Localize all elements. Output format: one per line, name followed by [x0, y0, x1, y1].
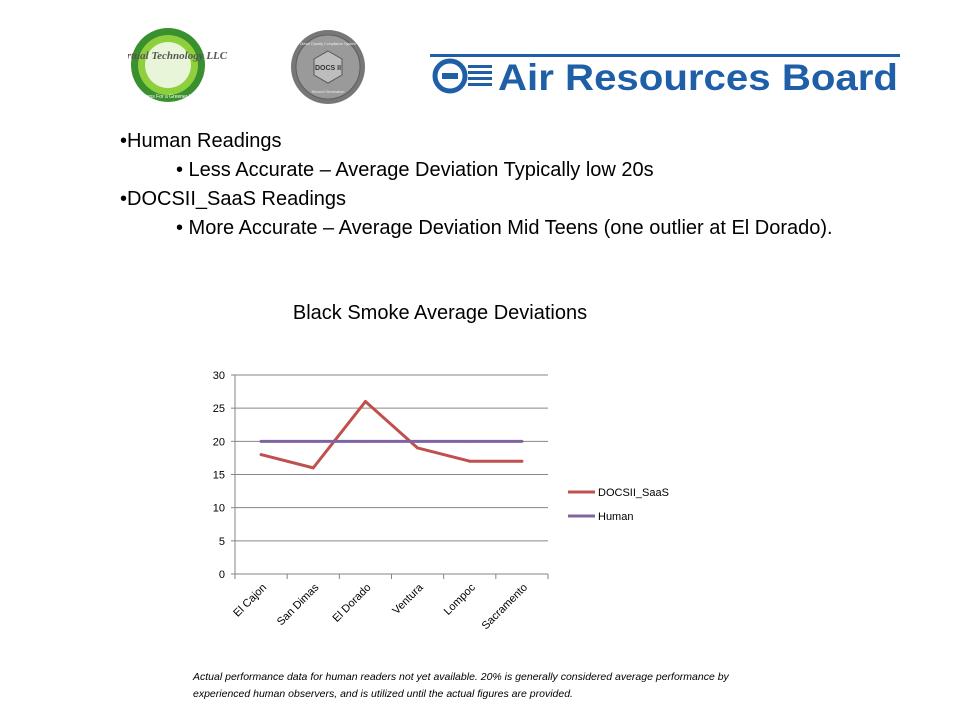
series-line-docsii_saas [260, 400, 522, 470]
data-point [311, 439, 315, 443]
x-tick-label: San Dimas [275, 581, 322, 628]
x-tick-label: Lompoc [442, 581, 479, 618]
vt-logo-center [145, 42, 191, 88]
data-point [311, 466, 315, 470]
arb-stripe-2 [468, 71, 492, 74]
chart-title: Black Smoke Average Deviations [292, 302, 588, 324]
data-point [259, 439, 263, 443]
bullet-docsii-readings: •DOCSII_SaaS Readings [120, 188, 347, 210]
vt-logo-tagline: Solutions For a Greener World [134, 94, 202, 100]
y-tick-label: 10 [213, 503, 225, 515]
bullet-list: •Human Readings • Less Accurate – Averag… [120, 127, 920, 243]
footnote: Actual performance data for human reader… [193, 671, 729, 700]
sub-bullet-human: • Less Accurate – Average Deviation Typi… [176, 159, 654, 181]
docs-logo-bottom: Second Generation [312, 90, 345, 94]
arb-logo-text: Air Resources Board [498, 57, 898, 96]
x-tick-label: El Cajon [231, 582, 269, 620]
x-tick-label: El Dorado [330, 582, 373, 625]
bullet-human-readings: •Human Readings [120, 130, 282, 152]
sub-bullet-docsii: • More Accurate – Average Deviation Mid … [176, 217, 833, 239]
y-tick-label: 20 [213, 436, 225, 448]
y-tick-label: 5 [219, 536, 225, 548]
air-resources-board-logo: Air Resources Board [430, 54, 900, 96]
vt-logo-text: Virtual Technology LLC [128, 50, 228, 62]
data-point [416, 439, 420, 443]
y-axis-ticks: 0 5 10 15 20 25 30 [213, 370, 235, 581]
arb-stripe-1 [468, 65, 492, 68]
arb-emblem-ring [432, 58, 468, 94]
data-point [468, 439, 472, 443]
data-point [363, 439, 367, 443]
virtual-technology-logo: Virtual Technology LLC Solutions For a G… [128, 28, 228, 102]
data-point [520, 459, 524, 463]
docs-logo-hex [313, 50, 343, 84]
legend-label: Human [598, 511, 633, 523]
arb-top-rule [430, 54, 900, 57]
x-tick-label: Sacramento [480, 582, 530, 632]
y-tick-label: 25 [213, 403, 225, 415]
arb-stripe-4 [468, 83, 492, 86]
arb-stripe-3 [468, 77, 492, 80]
legend-label: DOCSII_SaaS [598, 487, 669, 499]
data-point [416, 446, 420, 450]
docs-logo-top: Diesel Opacity Compliance System [300, 42, 356, 46]
x-axis-ticks: El Cajon San Dimas El Dorado Ventura Lompoc S… [231, 574, 549, 632]
chart-legend: DOCSII_SaaS Human [568, 487, 669, 523]
data-point [520, 439, 524, 443]
arb-emblem-bar [442, 73, 458, 79]
line-chart: 0 5 10 15 20 25 30 El Cajon San Dimas El Dorado V… [213, 370, 669, 632]
y-tick-label: 30 [213, 370, 225, 382]
data-point [363, 400, 367, 404]
y-tick-label: 15 [213, 470, 225, 482]
x-tick-label: Ventura [390, 581, 426, 617]
data-point [259, 453, 263, 457]
docs-logo-text: DOCS II [315, 65, 341, 72]
docs-ii-logo: DOCS II Diesel Opacity Compliance System… [291, 30, 365, 104]
chart-series [259, 400, 524, 470]
data-point [468, 459, 472, 463]
y-tick-label: 0 [219, 569, 225, 581]
chart-gridlines [235, 374, 548, 542]
